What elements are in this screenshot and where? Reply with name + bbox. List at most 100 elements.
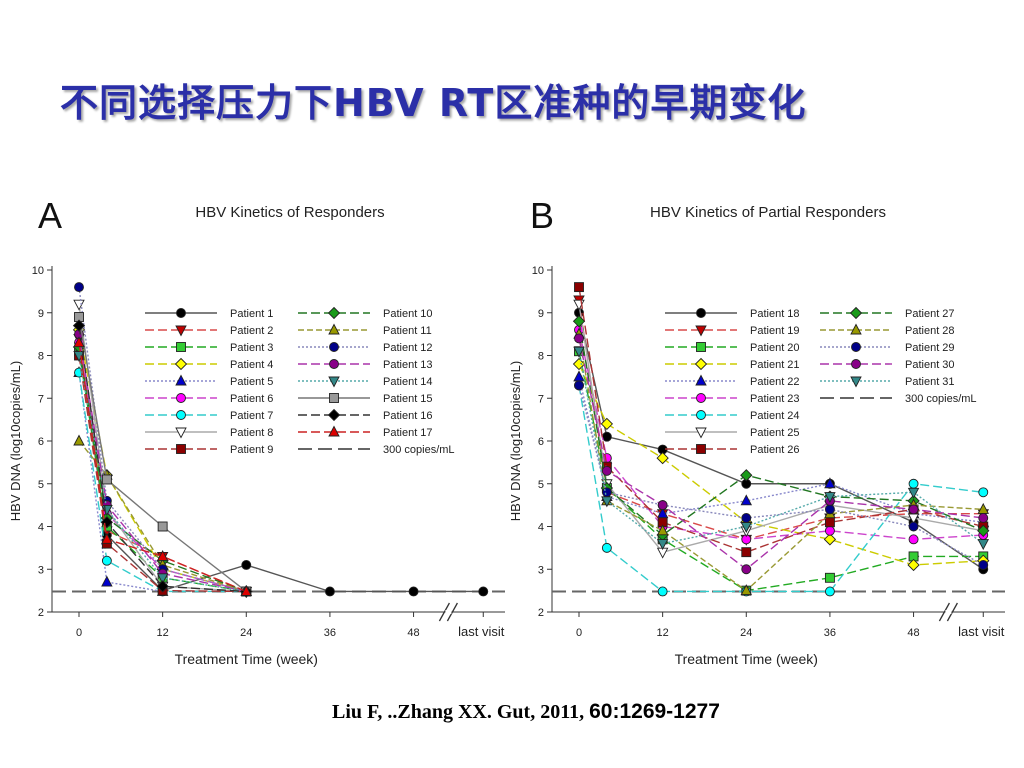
y-tick-label: 5 xyxy=(38,479,44,491)
data-point xyxy=(908,521,919,532)
x-tick-label: 36 xyxy=(824,627,836,639)
series-line xyxy=(78,346,247,593)
data-point xyxy=(657,500,668,511)
x-tick-label: 48 xyxy=(407,627,419,639)
data-point xyxy=(600,417,614,431)
y-tick-label: 8 xyxy=(38,351,44,363)
y-tick-label: 10 xyxy=(32,265,44,277)
series-patient-31 xyxy=(573,346,990,551)
data-point xyxy=(601,542,612,553)
series-line xyxy=(78,355,247,593)
legend-swatch-marker xyxy=(696,308,706,318)
data-point xyxy=(101,555,112,566)
x-tick-label: 24 xyxy=(740,627,752,639)
legend-label: Patient 11 xyxy=(383,325,432,337)
chart-title: HBV Kinetics of Responders xyxy=(195,204,384,221)
data-point xyxy=(656,451,669,465)
axis-break-mark xyxy=(446,602,458,622)
legend-label: Patient 12 xyxy=(383,342,433,354)
legend-swatch-marker xyxy=(696,410,706,420)
data-point xyxy=(478,586,489,597)
data-point xyxy=(741,547,752,558)
data-point xyxy=(572,357,586,371)
legend: Patient 18 Patient 19 Patient 20 Patient 21… xyxy=(665,306,977,456)
y-tick-label: 4 xyxy=(538,522,544,534)
series-line xyxy=(578,334,984,592)
x-tick-label: 12 xyxy=(157,627,169,639)
x-axis-label: Treatment Time (week) xyxy=(675,651,818,667)
legend-label: Patient 3 xyxy=(230,342,273,354)
data-point xyxy=(907,558,920,572)
data-point xyxy=(824,586,835,597)
legend-label: Patient 9 xyxy=(230,444,273,456)
series-line xyxy=(78,355,247,593)
legend-swatch-marker xyxy=(695,427,707,439)
series-line xyxy=(78,440,247,593)
legend-swatch-marker xyxy=(695,374,707,386)
legend-label: Patient 14 xyxy=(383,376,433,388)
legend-label: Patient 29 xyxy=(905,342,955,354)
data-point xyxy=(741,513,752,523)
y-tick-label: 3 xyxy=(538,564,544,576)
data-point xyxy=(240,585,253,596)
chart-panel-B: B HBV Kinetics of Partial Responders 2 3 4 5 6… xyxy=(508,195,1005,667)
y-tick-label: 7 xyxy=(538,393,544,405)
citation-authors: Liu F, ..Zhang XX. Gut, 2011, xyxy=(332,701,585,723)
legend-swatch-marker xyxy=(176,393,186,403)
slide-title: 不同选择压力下HBV RT区准种的早期变化 xyxy=(60,81,807,125)
data-point xyxy=(101,575,113,587)
data-point xyxy=(823,533,837,546)
legend-label: Patient 25 xyxy=(750,427,800,439)
series-line xyxy=(78,342,247,593)
legend-swatch-marker xyxy=(851,342,861,352)
panel-letter: A xyxy=(38,195,62,236)
legend-label: Patient 27 xyxy=(905,308,955,320)
data-point xyxy=(740,522,753,533)
data-point xyxy=(574,380,584,391)
y-tick-label: 6 xyxy=(38,436,44,448)
x-tick-label: 48 xyxy=(907,627,919,639)
x-tick-label: last visit xyxy=(958,624,1005,639)
data-point xyxy=(74,282,84,293)
legend-label: 300 copies/mL xyxy=(383,444,455,456)
legend-label: Patient 4 xyxy=(230,359,273,371)
data-point xyxy=(740,469,753,482)
legend-swatch-marker xyxy=(849,306,863,320)
data-point xyxy=(73,336,85,348)
data-point xyxy=(978,560,989,570)
data-point xyxy=(908,534,919,545)
y-tick-label: 2 xyxy=(38,607,44,619)
data-point xyxy=(156,549,169,561)
y-tick-label: 4 xyxy=(38,522,44,534)
legend-swatch-marker xyxy=(175,374,187,386)
legend-swatch-marker xyxy=(694,357,708,371)
legend-label: Patient 22 xyxy=(750,376,800,388)
data-point xyxy=(740,584,753,596)
legend-swatch-marker xyxy=(696,393,706,403)
legend-label: Patient 23 xyxy=(750,393,800,405)
data-point xyxy=(601,465,612,476)
x-tick-label: 0 xyxy=(76,627,82,639)
legend-swatch-marker xyxy=(850,376,862,388)
data-point xyxy=(101,532,113,544)
legend-swatch-marker xyxy=(329,342,339,352)
data-point xyxy=(572,315,586,328)
legend-swatch-marker xyxy=(176,444,186,454)
legend-swatch-marker xyxy=(696,444,706,454)
series-line xyxy=(78,325,247,593)
y-tick-label: 9 xyxy=(38,308,44,320)
legend-swatch-marker xyxy=(696,342,706,352)
legend-label: Patient 26 xyxy=(750,444,800,456)
axis-break-mark xyxy=(438,602,450,622)
data-point xyxy=(656,539,669,551)
y-tick-label: 10 xyxy=(532,265,544,277)
data-point xyxy=(824,492,836,504)
y-tick-label: 3 xyxy=(38,564,44,576)
y-tick-label: 5 xyxy=(538,479,544,491)
legend-swatch-marker xyxy=(175,325,187,337)
legend-label: Patient 21 xyxy=(750,359,800,371)
axis-break-mark xyxy=(938,602,950,622)
legend-label: Patient 6 xyxy=(230,393,273,405)
legend-swatch-marker xyxy=(851,359,861,369)
